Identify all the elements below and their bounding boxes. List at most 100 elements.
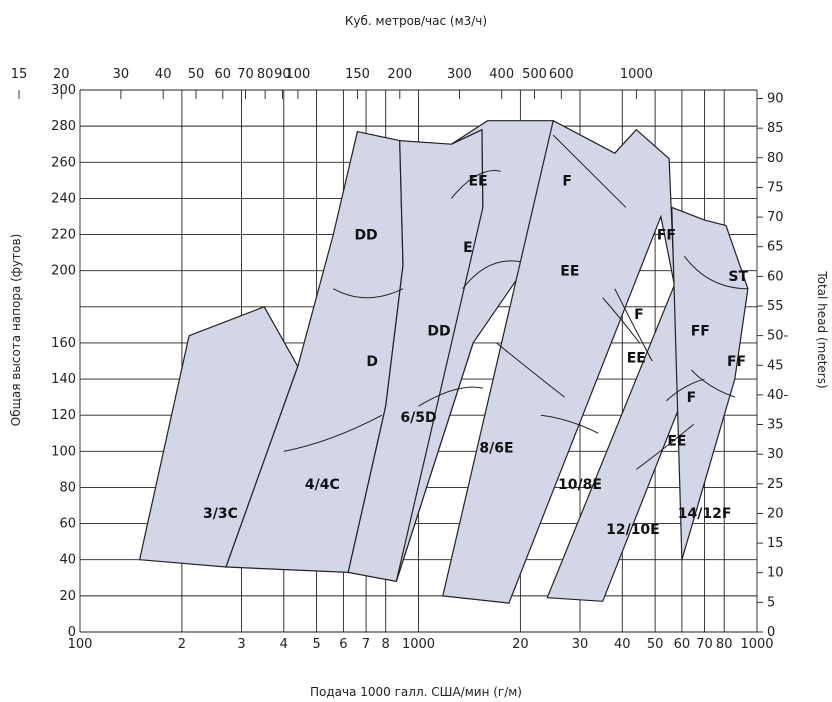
region-label: E [463,240,473,256]
left-axis-title: Общая высота напора (футов) [9,234,23,426]
left-tick-label: 120 [51,408,76,423]
region-label: F [562,173,572,189]
bottom-tick-label: 2 [178,637,186,652]
impeller-divider [636,423,694,470]
pump-regions [138,119,749,604]
left-tick-label: 40 [59,553,76,568]
pump-region [442,119,675,604]
top-tick-label: 200 [387,67,412,82]
impeller-divider [540,414,599,434]
right-tick-label: 90 [767,92,784,107]
top-axis-title: Куб. метров/час (м3/ч) [345,14,487,28]
impeller-divider [683,255,748,290]
right-tick-label: 20 [767,506,784,521]
left-tick-label: 60 [59,517,76,532]
top-tick-label: 80 [257,67,274,82]
region-label: 12/10E [606,522,660,538]
impeller-divider [666,378,705,402]
right-tick-label: 85 [767,121,784,136]
region-label: DD [354,228,377,244]
impeller-divider [418,386,484,407]
left-tick-label: 80 [59,480,76,495]
left-tick-label: 240 [51,191,76,206]
bottom-tick-label: 4 [280,637,288,652]
right-tick-label: 60 [767,269,784,284]
impeller-divider [496,342,565,398]
impeller-divider [333,288,404,299]
impeller-divider [691,369,735,398]
top-tick-label: 15 [11,67,28,82]
region-label: DD [427,323,450,339]
pump-region [671,206,749,560]
region-label: EE [667,433,686,449]
region-label: 8/6E [479,441,513,457]
top-tick-label: 400 [489,67,514,82]
region-label: EE [560,264,579,280]
bottom-tick-label: 50 [647,637,664,652]
right-tick-label: 45 [767,358,784,373]
region-label: 3/3C [203,506,238,522]
top-tick-label: 500 [522,67,547,82]
region-label: FF [727,354,746,370]
bottom-tick-label: 20 [512,637,529,652]
impeller-dividers [283,134,748,470]
region-label: 4/4C [305,477,340,493]
region-labels: 3/3C4/4C6/5D8/6E10/8E12/10E14/12FDDDDDEE… [203,173,748,538]
pump-region [395,120,554,582]
bottom-tick-label: 30 [572,637,589,652]
right-tick-label: 30 [767,447,784,462]
region-label: 10/8E [558,477,602,493]
bottom-tick-label: 60 [674,637,691,652]
top-tick-label: 30 [113,67,130,82]
impeller-divider [614,288,653,362]
top-tick-label: 40 [155,67,172,82]
bottom-tick-label: 8 [382,637,390,652]
left-tick-label: 20 [59,589,76,604]
top-tick-label: 150 [345,67,370,82]
right-tick-label: 0 [767,625,775,640]
top-tick-label: 300 [447,67,472,82]
top-tick-label: 20 [53,67,70,82]
left-tick-label: 0 [68,625,76,640]
right-tick-label: 55 [767,299,784,314]
right-tick-label: 50- [767,329,789,344]
axis-ticks: 100 2 3 4 5 6 7 8 1000 20 30 40 50 60 70 80 100002040608… [11,67,789,652]
top-tick-label: 70 [237,67,254,82]
top-tick-label: 1000 [620,67,653,82]
bottom-tick-label: 6 [339,637,347,652]
region-label: EE [627,350,646,366]
region-label: EE [469,173,488,189]
top-tick-label: 60 [215,67,232,82]
bottom-tick-label: 1000 [402,637,435,652]
right-tick-label: 5 [767,595,775,610]
right-tick-label: 10 [767,566,784,581]
pump-region [138,306,299,568]
top-tick-label: 600 [549,67,574,82]
right-tick-label: 80 [767,151,784,166]
right-tick-label: 25 [767,477,784,492]
region-label: ST [728,269,748,285]
right-tick-label: 75 [767,180,784,195]
impeller-divider [462,260,521,290]
top-tick-label: 90 [274,67,291,82]
bottom-tick-label: 7 [362,637,370,652]
left-tick-label: 160 [51,336,76,351]
bottom-tick-label: 40 [614,637,631,652]
left-tick-label: 220 [51,228,76,243]
bottom-tick-label: 80 [716,637,733,652]
top-tick-label: 100 [285,67,310,82]
right-axis-title: Total head (meters) [815,270,829,388]
top-tick-label: 50 [188,67,205,82]
right-tick-label: 65 [767,240,784,255]
left-tick-label: 100 [51,444,76,459]
left-tick-label: 200 [51,264,76,279]
region-label: FF [657,228,676,244]
bottom-tick-label: 100 [68,637,93,652]
region-label: FF [691,323,710,339]
left-tick-label: 300 [51,83,76,98]
region-label: F [634,307,644,323]
region-label: F [687,390,697,406]
left-tick-label: 260 [51,155,76,170]
region-label: D [366,354,378,370]
